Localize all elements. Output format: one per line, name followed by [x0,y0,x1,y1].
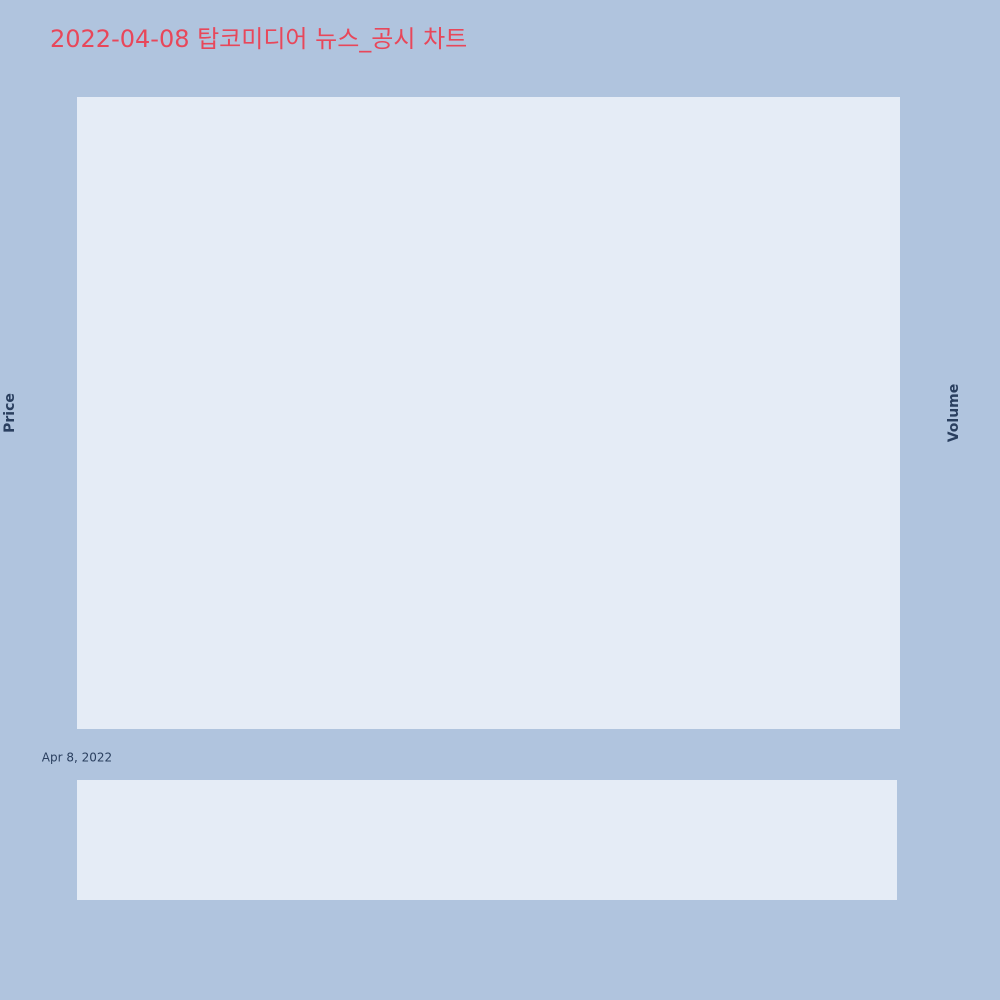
chart-title: 2022-04-08 탑코미디어 뉴스_공시 차트 [50,25,467,53]
y-axis-title: Price [2,393,18,433]
plot-area [77,97,900,729]
x-date-label: Apr 8, 2022 [42,751,112,765]
y2-axis-title: Volume [946,384,962,443]
range-slider[interactable] [77,780,897,900]
